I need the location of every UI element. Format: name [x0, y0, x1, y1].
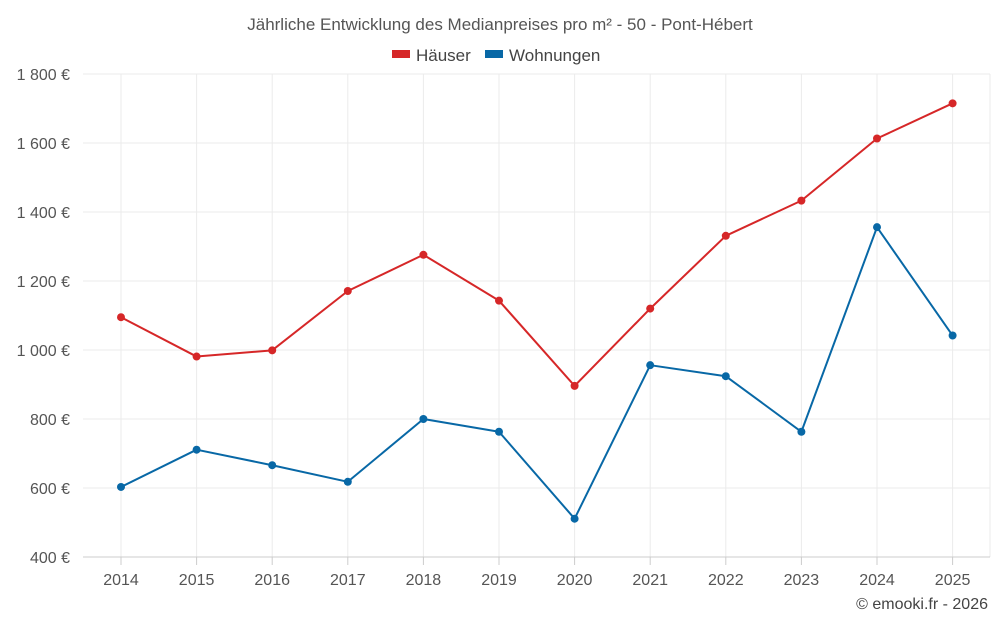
x-tick-label: 2017 — [330, 572, 366, 589]
x-tick-label: 2019 — [481, 572, 517, 589]
data-point-wohnungen-2016[interactable] — [268, 461, 277, 470]
legend: Häuser Wohnungen — [392, 46, 600, 65]
y-axis: 400 € 600 € 800 € 1 000 € 1 200 € 1 400 € 1 60… — [17, 67, 70, 567]
y-tick-label: 400 € — [30, 550, 70, 567]
data-point-haeuser-2018[interactable] — [419, 250, 428, 259]
data-point-wohnungen-2018[interactable] — [419, 415, 428, 423]
data-point-haeuser-2019[interactable] — [495, 296, 503, 305]
data-point-wohnungen-2022[interactable] — [721, 372, 730, 381]
x-tick-label: 2014 — [103, 572, 139, 589]
y-tick-label: 1 600 € — [17, 136, 70, 153]
legend-swatch-wohnungen — [485, 50, 503, 58]
data-point-wohnungen-2014[interactable] — [117, 482, 125, 491]
data-point-wohnungen-2019[interactable] — [495, 427, 503, 436]
chart-title: Jährliche Entwicklung des Medianpreises … — [247, 15, 753, 34]
data-point-haeuser-2023[interactable] — [797, 196, 806, 205]
data-point-wohnungen-2017[interactable] — [343, 477, 352, 486]
series-line-haeuser — [120, 102, 954, 387]
x-tick-label: 2015 — [179, 572, 215, 589]
series-line-wohnungen — [120, 226, 954, 520]
y-tick-label: 1 200 € — [17, 274, 70, 291]
x-axis: 2014 2015 2016 2017 2018 2019 2020 2021 2022 2023… — [83, 556, 990, 589]
y-tick-label: 1 800 € — [17, 67, 70, 84]
x-tick-label: 2016 — [254, 572, 290, 589]
y-tick-label: 800 € — [30, 412, 70, 429]
data-point-wohnungen-2025[interactable] — [948, 331, 957, 340]
data-point-haeuser-2022[interactable] — [721, 231, 730, 240]
x-tick-label: 2021 — [632, 572, 668, 589]
data-point-haeuser-2015[interactable] — [192, 352, 201, 361]
credit-text: © emooki.fr - 2026 — [856, 596, 988, 613]
data-point-haeuser-2021[interactable] — [646, 304, 655, 313]
data-point-haeuser-2016[interactable] — [268, 346, 277, 355]
legend-swatch-haeuser — [392, 50, 410, 58]
grid — [83, 73, 991, 557]
data-point-haeuser-2025[interactable] — [948, 99, 957, 108]
data-point-haeuser-2017[interactable] — [343, 287, 352, 296]
x-tick-label: 2025 — [935, 572, 971, 589]
y-tick-label: 600 € — [30, 481, 70, 498]
data-point-haeuser-2024[interactable] — [873, 134, 881, 143]
data-point-wohnungen-2024[interactable] — [873, 223, 881, 232]
data-point-wohnungen-2015[interactable] — [192, 445, 201, 454]
data-point-wohnungen-2023[interactable] — [797, 427, 806, 436]
y-tick-label: 1 000 € — [17, 343, 70, 360]
data-point-haeuser-2020[interactable] — [570, 381, 579, 390]
x-tick-label: 2018 — [406, 572, 442, 589]
data-point-haeuser-2014[interactable] — [117, 313, 125, 322]
y-tick-label: 1 400 € — [17, 205, 70, 222]
legend-label-haeuser[interactable]: Häuser — [416, 46, 471, 65]
x-tick-label: 2023 — [784, 572, 820, 589]
data-point-wohnungen-2021[interactable] — [646, 361, 655, 370]
x-tick-label: 2020 — [557, 572, 593, 589]
series-layer — [117, 99, 957, 523]
legend-label-wohnungen[interactable]: Wohnungen — [509, 46, 600, 65]
data-point-wohnungen-2020[interactable] — [570, 514, 579, 523]
x-tick-label: 2024 — [859, 572, 895, 589]
x-tick-label: 2022 — [708, 572, 744, 589]
